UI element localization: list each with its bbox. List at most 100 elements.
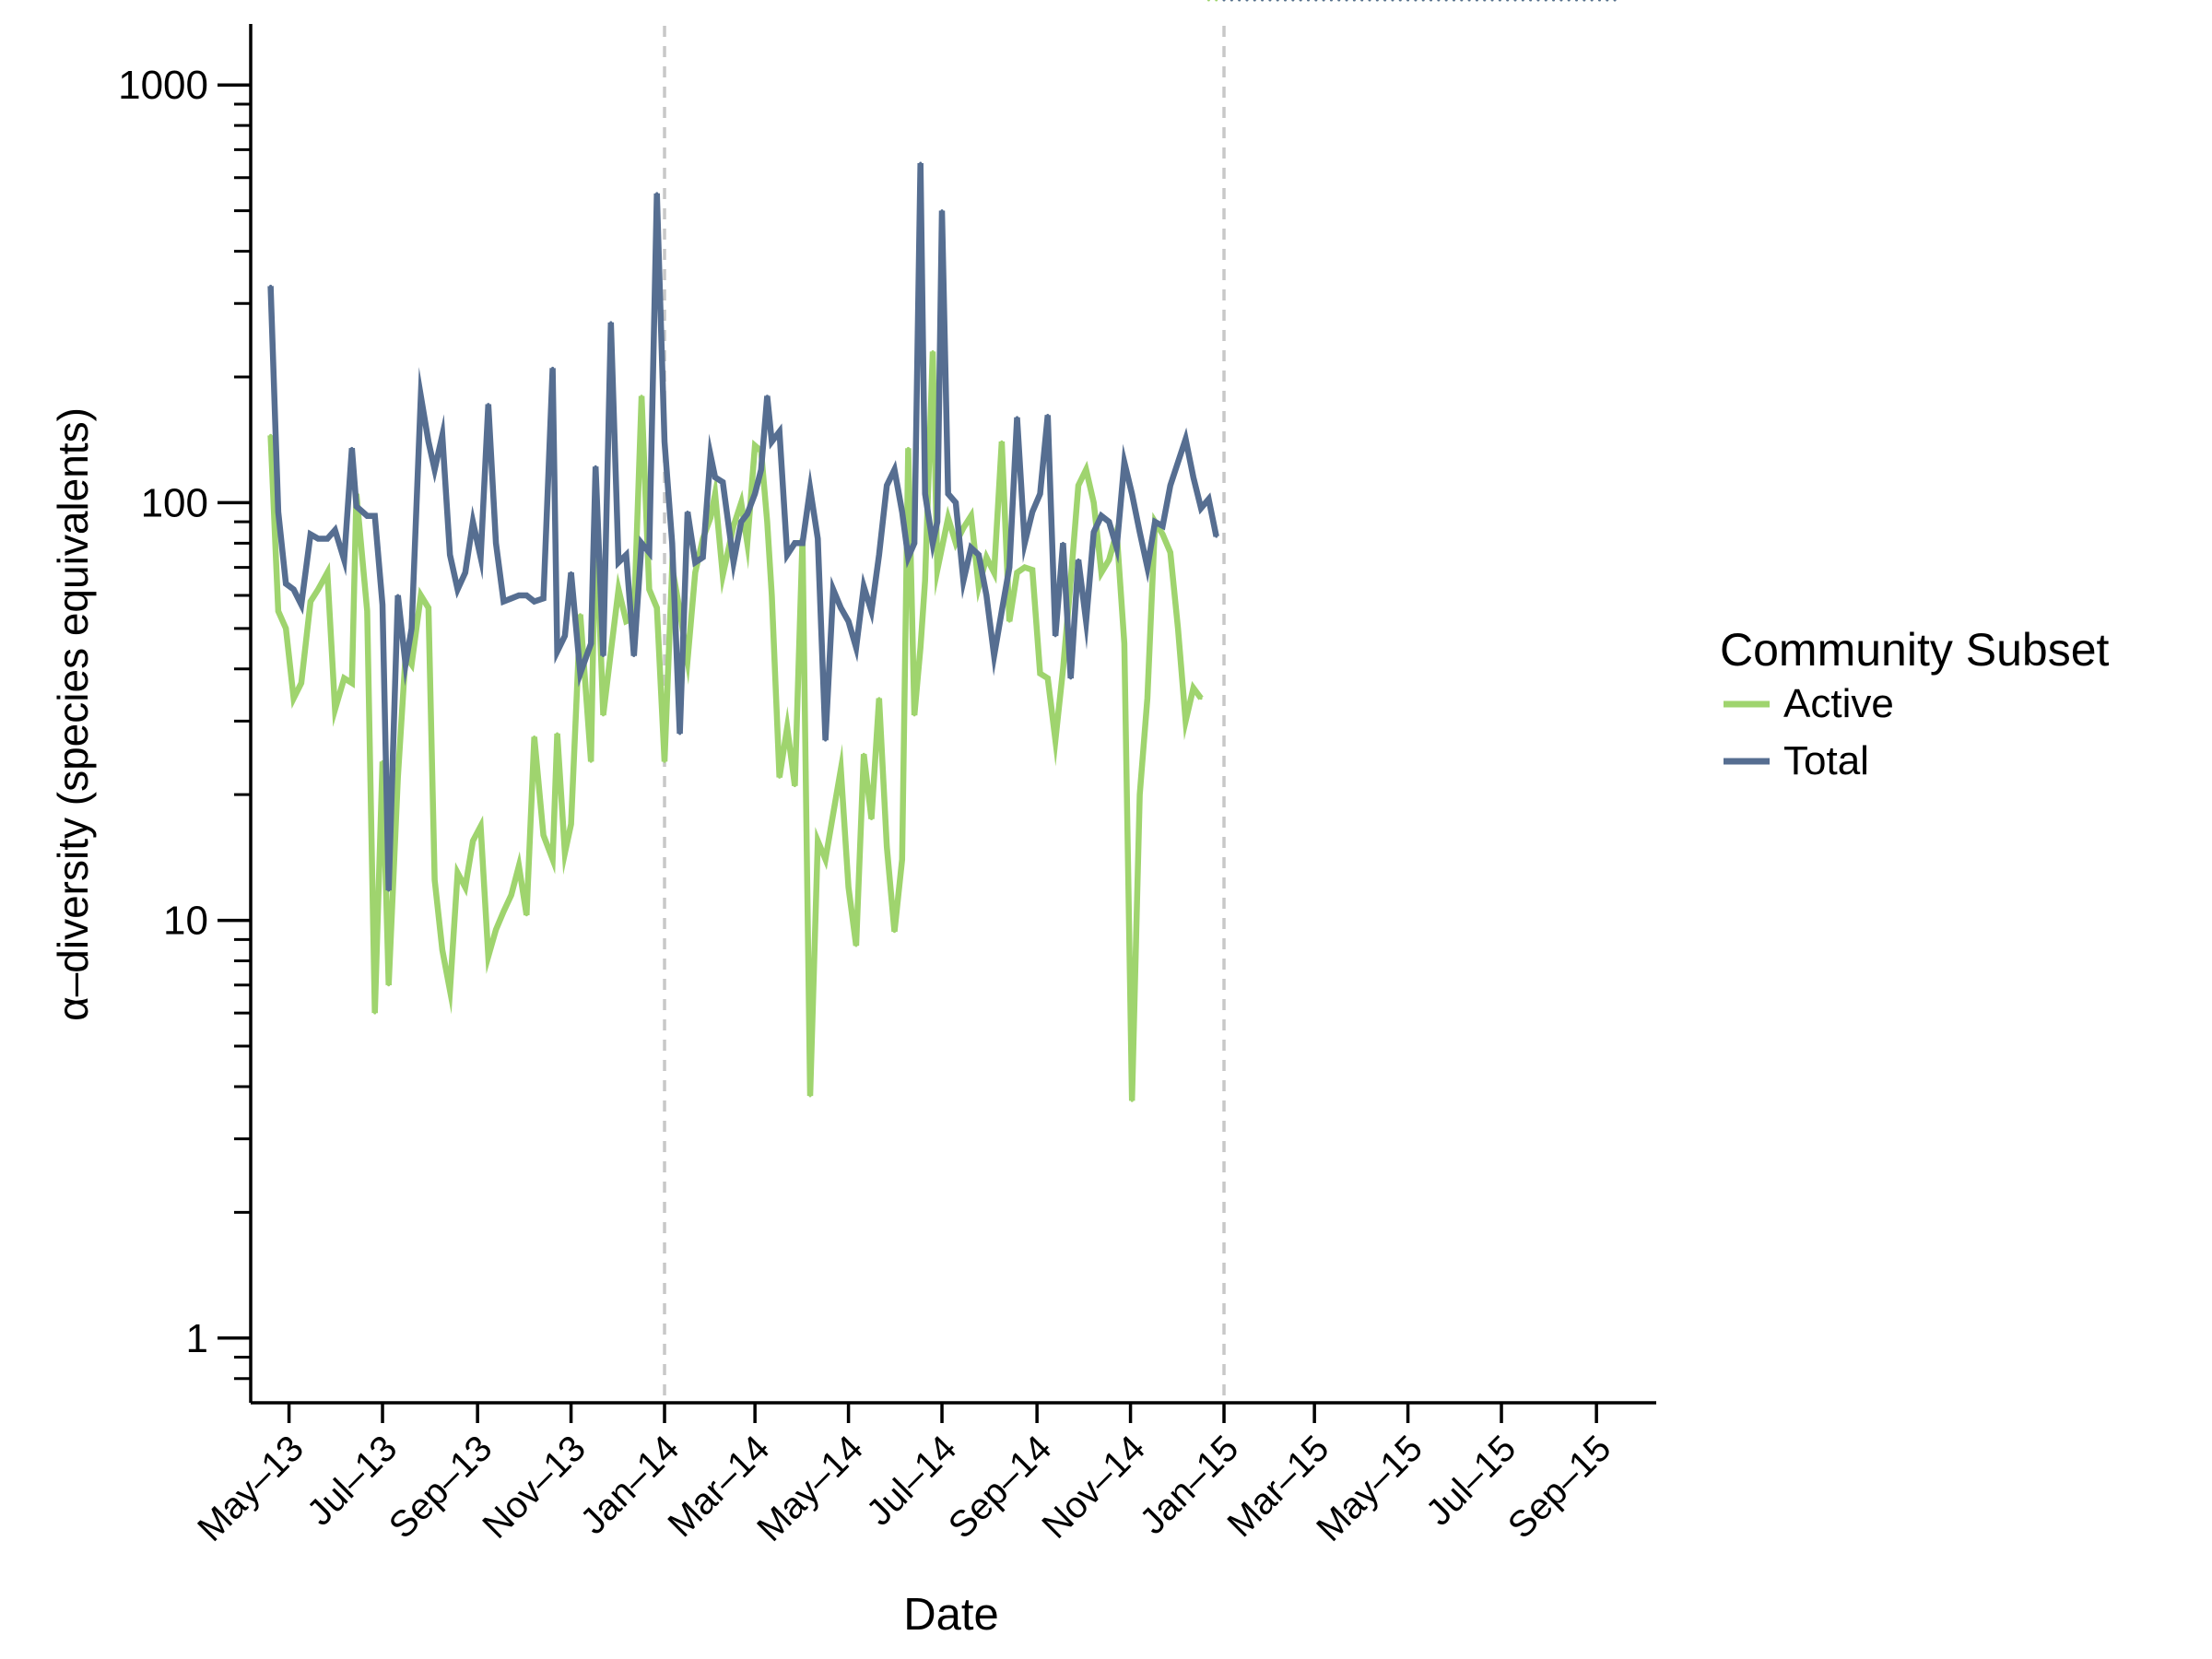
data-point-active [1077,484,1080,488]
data-point-total [456,588,460,592]
data-point-total [892,468,896,472]
data-point-total [1544,0,1547,2]
series-line-active [267,351,1204,1101]
data-point-total [1590,0,1594,2]
data-point-total [1230,0,1233,2]
data-point-total [1529,0,1533,2]
x-tick-label: May–15 [1309,1428,1430,1549]
data-point-total [1345,0,1348,2]
data-point-active [793,784,796,788]
data-point-active [709,516,712,520]
data-point-total [906,556,910,559]
data-point-active [1030,568,1034,571]
x-tick-label: May–13 [190,1428,312,1549]
data-point-total [487,403,490,406]
data-point-active [1176,627,1180,630]
data-point-total [1199,506,1203,510]
data-point-active [831,812,835,816]
data-point-total [309,533,312,536]
data-point-total [1169,484,1172,488]
data-point-total [816,536,819,540]
data-point-total [1222,0,1226,2]
data-point-total [632,654,636,658]
data-point-total [931,541,935,545]
data-point-total [594,465,597,468]
data-point-total [746,512,749,516]
data-point-total [1597,0,1601,2]
data-point-total [854,646,858,650]
data-point-total [355,504,359,508]
data-point-active [919,646,923,650]
data-point-active [441,948,444,952]
data-point-total [1329,0,1333,2]
data-point-total [1107,520,1111,524]
data-point-total [1268,0,1272,2]
data-point-total [640,541,643,545]
axes [249,24,1656,1405]
data-point-active [1199,697,1203,700]
data-point-active [753,443,757,447]
data-point-total [1276,0,1279,2]
data-point-total [732,560,735,564]
data-point-total [993,654,996,658]
legend-items: Active Total [1724,681,1894,783]
data-point-active [551,857,555,861]
data-point-active [693,571,697,574]
data-point-active [912,713,916,717]
data-point-total [276,511,280,514]
data-point-total [373,514,377,518]
data-point-total [570,571,573,574]
data-point-active [1061,667,1065,671]
data-point-total [739,520,743,524]
data-point-total [284,582,288,585]
legend-label-total: Total [1783,738,1869,783]
data-point-total [316,536,320,540]
data-point-total [1430,0,1433,2]
data-point-total [970,546,973,549]
data-point-total [501,600,505,604]
data-point-total [940,209,944,213]
data-point-total [1007,566,1011,570]
data-point-total [1053,634,1057,638]
data-point-total [1215,535,1218,538]
data-point-total [1552,0,1556,2]
data-point-active [961,526,965,530]
data-point-total [954,500,958,504]
data-point-total [1100,514,1103,518]
y-tick-label: 1000 [118,63,208,108]
data-point-active [419,594,423,597]
y-axis-title: α–diversity (species equivalents) [49,407,97,1021]
data-point-active [387,983,391,987]
data-point-active [427,606,430,610]
y-tick-label: 10 [163,899,208,944]
data-point-total [686,511,689,514]
data-point-active [940,546,944,549]
x-tick-label: Nov–14 [1034,1428,1153,1547]
data-point-total [1475,0,1478,2]
data-point-active [778,775,782,779]
data-point-active [601,713,605,717]
data-point-total [900,511,904,514]
data-point-total [1261,0,1265,2]
data-point-total [1183,437,1187,441]
data-point-total [1299,0,1302,2]
data-point-total [1559,0,1563,2]
data-point-active [609,650,613,653]
data-point-active [977,584,981,588]
data-point-active [1130,1099,1134,1102]
x-ticks: May–13Jul–13Sep–13Nov–13Jan–14Mar–14May–… [190,1403,1619,1549]
data-point-active [350,681,354,685]
data-point-active [739,500,743,504]
data-point-total [387,888,391,892]
data-point-total [753,492,757,496]
data-point-total [1061,541,1065,545]
series-total [267,0,1617,892]
data-point-active [342,677,346,680]
data-point-total [556,650,559,653]
data-point-active [870,817,874,820]
data-point-total [824,738,828,742]
data-point-active [325,571,329,574]
x-tick-label: Sep–14 [941,1428,1060,1547]
data-point-total [947,492,950,496]
data-point-total [1016,416,1019,419]
